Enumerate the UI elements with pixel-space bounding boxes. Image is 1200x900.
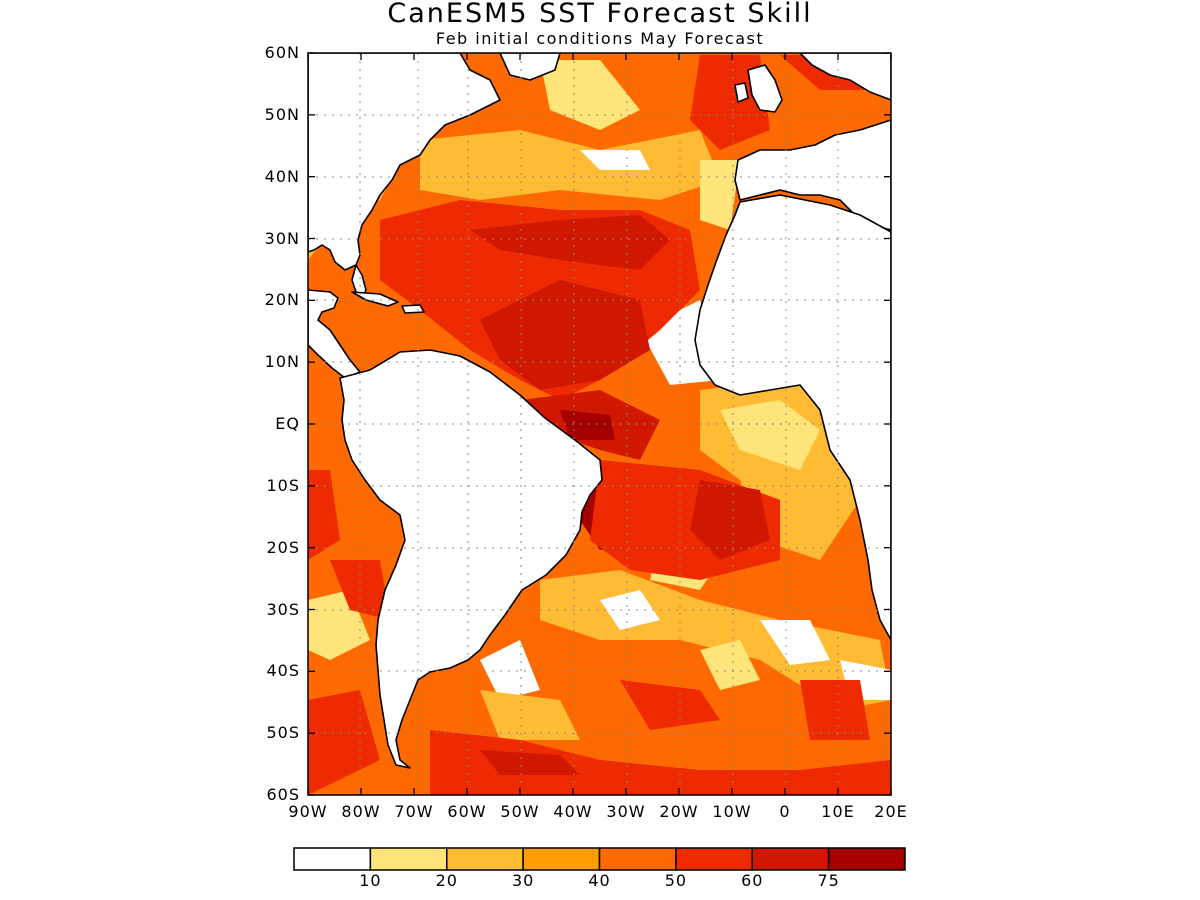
- map-subtitle: Feb initial conditions May Forecast: [435, 29, 765, 48]
- ireland-island: [734, 82, 749, 103]
- south-america-landmass: [339, 349, 603, 769]
- y-axis-tick-label: 30N: [264, 228, 300, 248]
- x-axis-tick-label: 10E: [821, 802, 855, 821]
- colorbar-label: 75: [817, 871, 840, 890]
- y-axis-tick-label: 50S: [266, 723, 300, 743]
- north-america-landmass: [308, 53, 501, 271]
- x-axis-tick-label: 10W: [712, 802, 752, 821]
- graticule: [308, 53, 891, 795]
- y-axis-tick-label: 40S: [266, 661, 300, 681]
- y-axis-tick-label: 10S: [266, 475, 300, 495]
- x-axis-tick-label: 50W: [500, 802, 540, 821]
- map-title: CanESM5 SST Forecast Skill: [387, 0, 813, 29]
- x-axis-tick-label: 60W: [447, 802, 487, 821]
- x-axis-tick-label: 80W: [341, 802, 381, 821]
- colorbar-segment: [751, 847, 830, 871]
- colorbar-label: 20: [435, 871, 458, 890]
- y-axis-tick-label: 30S: [266, 599, 300, 619]
- low-skill-patches: [308, 53, 891, 740]
- y-axis-tick-label: 40N: [264, 166, 300, 186]
- y-axis-tick-label: 50N: [264, 104, 300, 124]
- y-axis-tick-label: 60S: [266, 785, 300, 804]
- x-axis-tick-label: 20W: [659, 802, 699, 821]
- x-axis-tick-label: 90W: [288, 802, 328, 821]
- colorbar-label: 30: [511, 871, 535, 890]
- land: [308, 53, 891, 769]
- colorbar-label: 50: [664, 871, 688, 890]
- y-axis-tick-label: EQ: [275, 414, 300, 433]
- colorbar: [293, 847, 906, 871]
- colorbar-segment: [446, 847, 524, 871]
- british-isles: [747, 64, 783, 113]
- colorbar-segment: [675, 847, 753, 871]
- colorbar-segment: [293, 847, 372, 871]
- y-axis-tick-label: 20S: [266, 537, 300, 557]
- x-axis-tick-label: 0: [779, 802, 791, 821]
- greenland-tip: [499, 53, 561, 81]
- colorbar-label: 60: [741, 871, 764, 890]
- colorbar-segment: [598, 847, 677, 871]
- cuba-island: [351, 291, 399, 307]
- x-axis-tick-label: 40W: [553, 802, 593, 821]
- y-axis-tick-label: 20N: [264, 290, 300, 310]
- x-axis-tick-label: 20E: [874, 802, 908, 821]
- hispaniola-island: [401, 304, 425, 314]
- y-axis-tick-label: 60N: [264, 43, 300, 62]
- colorbar-label: 10: [359, 871, 382, 890]
- x-axis-tick-label: 70W: [394, 802, 434, 821]
- africa-landmass: [694, 194, 891, 641]
- axis-ticks: [307, 52, 892, 796]
- scandinavia-landmass: [799, 53, 891, 101]
- y-axis-tick-label: 10N: [264, 352, 300, 372]
- x-axis-tick-label: 30W: [606, 802, 646, 821]
- colorbar-segment: [369, 847, 448, 871]
- colorbar-segment: [522, 847, 601, 871]
- colorbar-segment: [827, 847, 906, 871]
- central-america-landmass: [308, 289, 361, 379]
- colorbar-label: 40: [588, 871, 611, 890]
